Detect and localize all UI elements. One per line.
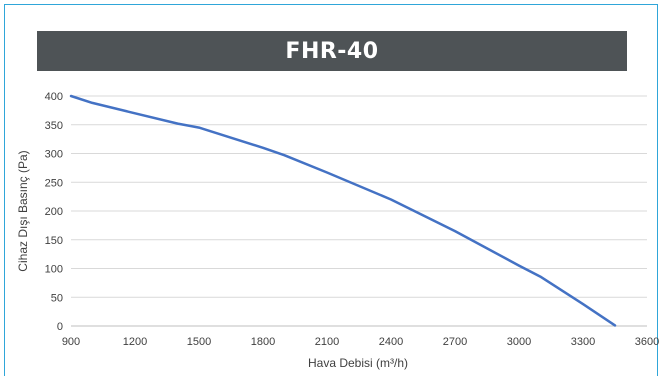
series-line [69,94,617,327]
x-axis: 900 1200 1500 1800 2100 2400 2700 3000 3300 3600 [62,336,659,348]
x-tick-label: 2400 [379,336,403,348]
title-bar: FHR-40 [37,31,627,71]
y-tick-label: 150 [45,235,63,247]
y-tick-label: 350 [45,120,63,132]
y-tick-label: 100 [45,264,63,276]
x-tick-label: 2700 [443,336,467,348]
y-tick-label: 400 [45,91,63,103]
x-tick-label: 1200 [123,336,147,348]
chart-title: FHR-40 [285,38,379,64]
y-axis: 0 50 100 150 200 250 300 350 400 [45,91,63,333]
x-tick-label: 1800 [251,336,275,348]
x-tick-label: 900 [62,336,80,348]
x-axis-title: Hava Debisi (m³/h) [308,356,408,370]
y-axis-title: Cihaz Dışı Basınç (Pa) [16,150,30,271]
y-tick-label: 250 [45,177,63,189]
x-tick-label: 2100 [315,336,339,348]
y-tick-label: 0 [57,321,63,333]
y-tick-label: 200 [45,206,63,218]
y-tick-label: 300 [45,149,63,161]
x-tick-label: 1500 [187,336,211,348]
y-tick-label: 50 [51,292,63,304]
x-tick-label: 3300 [571,336,595,348]
x-tick-label: 3600 [635,336,659,348]
grid [71,95,647,298]
x-tick-label: 3000 [507,336,531,348]
